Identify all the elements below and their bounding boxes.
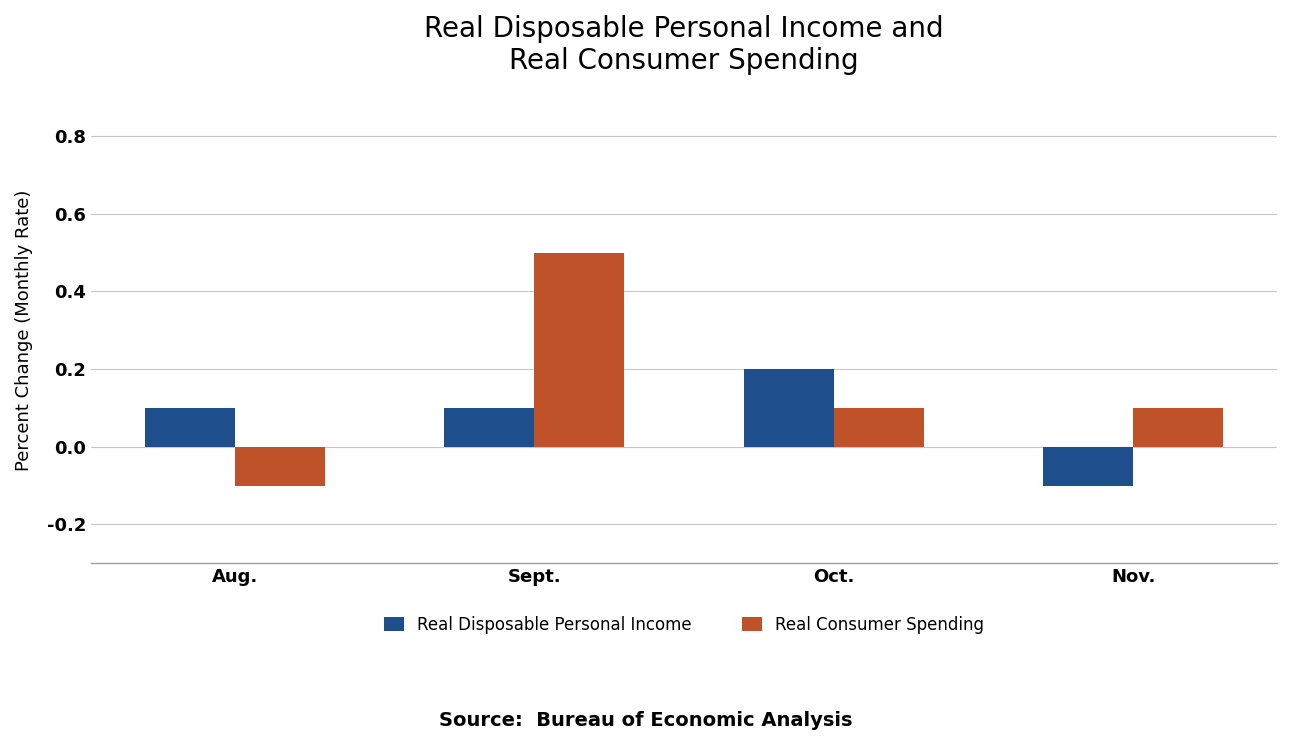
Y-axis label: Percent Change (Monthly Rate): Percent Change (Monthly Rate) (16, 190, 34, 471)
Bar (833, 408, 924, 447)
Title: Real Disposable Personal Income and
Real Consumer Spending: Real Disposable Personal Income and Real… (424, 15, 944, 76)
Bar (535, 253, 624, 447)
Bar (145, 408, 235, 447)
Bar (235, 447, 324, 485)
Text: Source:  Bureau of Economic Analysis: Source: Bureau of Economic Analysis (439, 711, 853, 730)
Bar (444, 408, 535, 447)
Bar (744, 369, 833, 447)
Legend: Real Disposable Personal Income, Real Consumer Spending: Real Disposable Personal Income, Real Co… (384, 616, 985, 634)
Bar (1133, 408, 1224, 447)
Bar (1044, 447, 1133, 485)
